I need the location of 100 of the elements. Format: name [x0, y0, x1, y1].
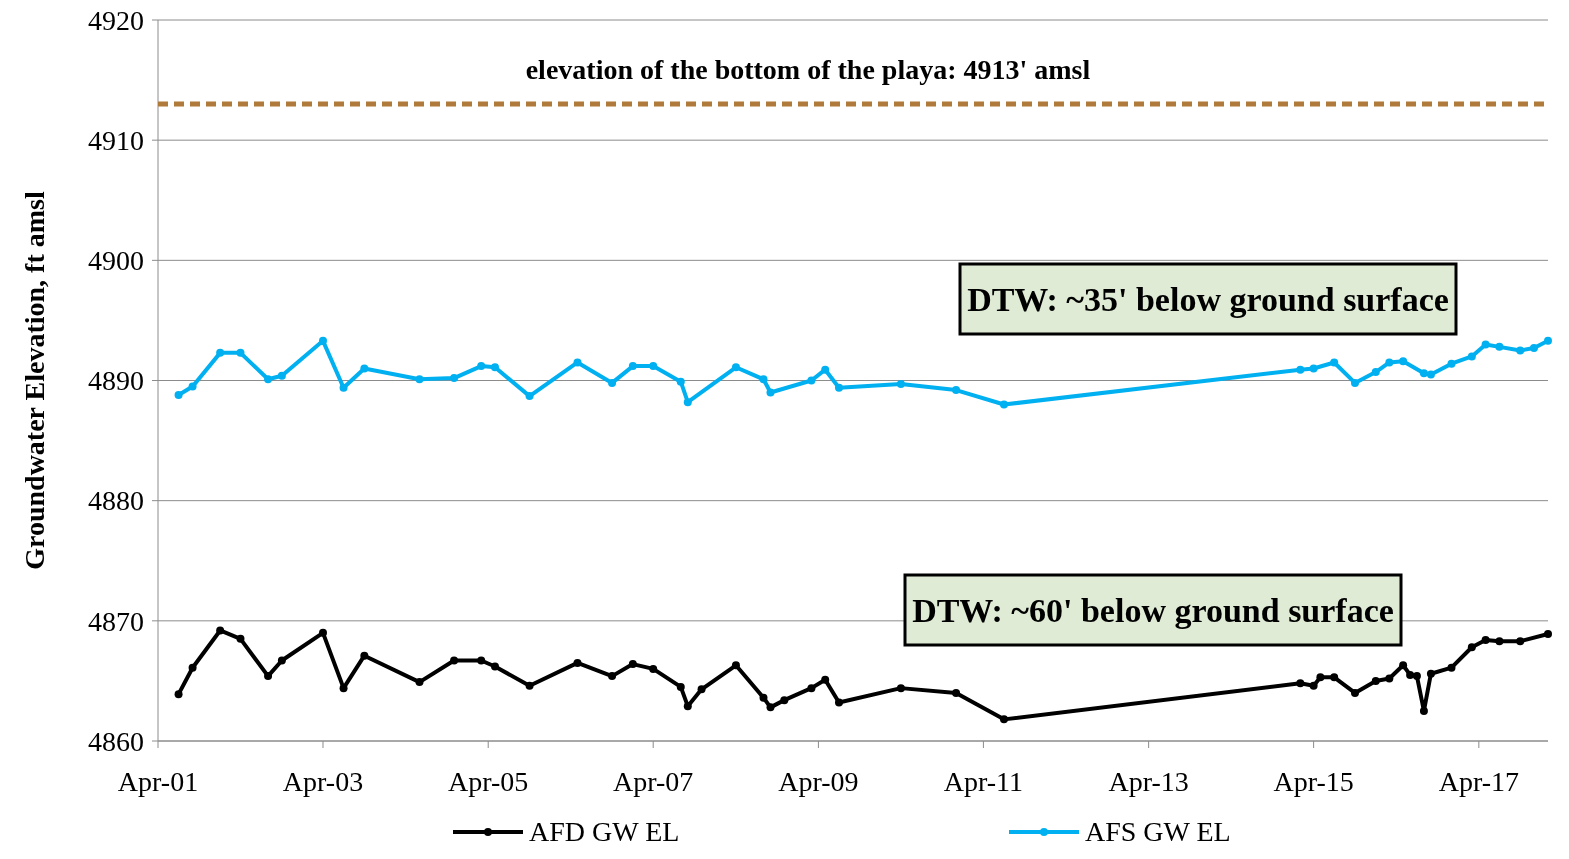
point	[339, 684, 348, 693]
y-tick-label: 4920	[88, 4, 144, 36]
point	[807, 684, 816, 693]
point	[628, 362, 637, 371]
point	[676, 377, 685, 386]
point	[216, 348, 225, 357]
point	[1544, 630, 1552, 639]
point	[188, 663, 197, 672]
x-tick-label: Apr-03	[282, 766, 364, 797]
point	[1296, 365, 1305, 374]
point	[1412, 672, 1421, 681]
point	[807, 376, 816, 385]
point	[649, 664, 658, 673]
point	[1426, 370, 1435, 379]
point	[339, 383, 348, 392]
point	[525, 681, 534, 690]
point	[477, 656, 486, 665]
y-tick-label: 4870	[88, 605, 144, 637]
point	[731, 363, 740, 372]
point	[477, 362, 486, 371]
annotation: DTW: ~35' below ground surface	[967, 280, 1449, 318]
point	[683, 398, 692, 407]
legend-label: AFS GW EL	[1085, 816, 1231, 847]
point	[1481, 340, 1490, 349]
point	[1467, 643, 1476, 652]
point	[1309, 681, 1318, 690]
point	[318, 628, 327, 637]
point	[1544, 336, 1552, 345]
point	[1399, 357, 1408, 366]
ref-line-label: elevation of the bottom of the playa: 4913' amsl	[525, 54, 1091, 86]
point	[628, 660, 637, 669]
point	[1309, 364, 1318, 373]
point	[821, 365, 830, 374]
x-tick-label: Apr-15	[1273, 766, 1354, 797]
point	[896, 684, 905, 693]
y-axis-title: Groundwater Elevation, ft amsl	[19, 191, 50, 570]
x-tick-label: Apr-01	[117, 766, 199, 797]
point	[318, 336, 327, 345]
point	[1516, 346, 1525, 355]
point	[1426, 669, 1435, 678]
point	[731, 661, 740, 670]
point	[1316, 673, 1325, 682]
point	[277, 371, 286, 380]
point	[490, 363, 499, 372]
point	[896, 380, 905, 389]
point	[1350, 378, 1359, 387]
point	[1495, 342, 1504, 351]
point	[1296, 679, 1305, 688]
x-tick-label: Apr-17	[1438, 766, 1519, 797]
point	[264, 672, 273, 681]
point	[1406, 670, 1415, 679]
point	[999, 400, 1008, 409]
point	[608, 672, 617, 681]
point	[1385, 674, 1394, 683]
point	[525, 392, 534, 401]
x-tick-label: Apr-13	[1108, 766, 1189, 797]
point	[1529, 344, 1538, 353]
y-tick-label: 4890	[88, 365, 144, 397]
point	[780, 696, 789, 705]
point	[999, 715, 1008, 724]
point	[683, 702, 692, 711]
annotation: DTW: ~60' below ground surface	[912, 591, 1394, 629]
y-tick-label: 4910	[88, 124, 144, 156]
point	[952, 386, 961, 395]
point	[360, 651, 369, 660]
point	[759, 375, 768, 384]
x-tick-label: Apr-09	[778, 766, 859, 797]
point	[450, 374, 459, 383]
point	[188, 382, 197, 391]
x-tick-label: Apr-11	[943, 766, 1024, 797]
point	[1419, 369, 1428, 378]
y-tick-label: 4880	[88, 485, 144, 517]
point	[360, 364, 369, 373]
point	[1385, 358, 1394, 367]
point	[490, 662, 499, 671]
legend-label: AFD GW EL	[529, 816, 680, 847]
point	[608, 378, 617, 387]
point	[1495, 637, 1504, 646]
point	[766, 388, 775, 397]
point	[1330, 358, 1339, 367]
point	[676, 682, 685, 691]
point	[415, 375, 424, 384]
point	[573, 358, 582, 367]
point	[697, 685, 706, 694]
point	[834, 383, 843, 392]
point	[264, 375, 273, 384]
point	[1350, 688, 1359, 697]
point	[834, 698, 843, 707]
point	[1467, 352, 1476, 361]
point	[236, 634, 245, 643]
point	[277, 656, 286, 665]
point	[1371, 676, 1380, 685]
point	[174, 390, 183, 399]
point	[1481, 636, 1490, 645]
point	[415, 678, 424, 687]
point	[821, 675, 830, 684]
x-tick-label: Apr-05	[448, 766, 529, 797]
point	[759, 693, 768, 702]
point	[1447, 663, 1456, 672]
point	[174, 690, 183, 699]
